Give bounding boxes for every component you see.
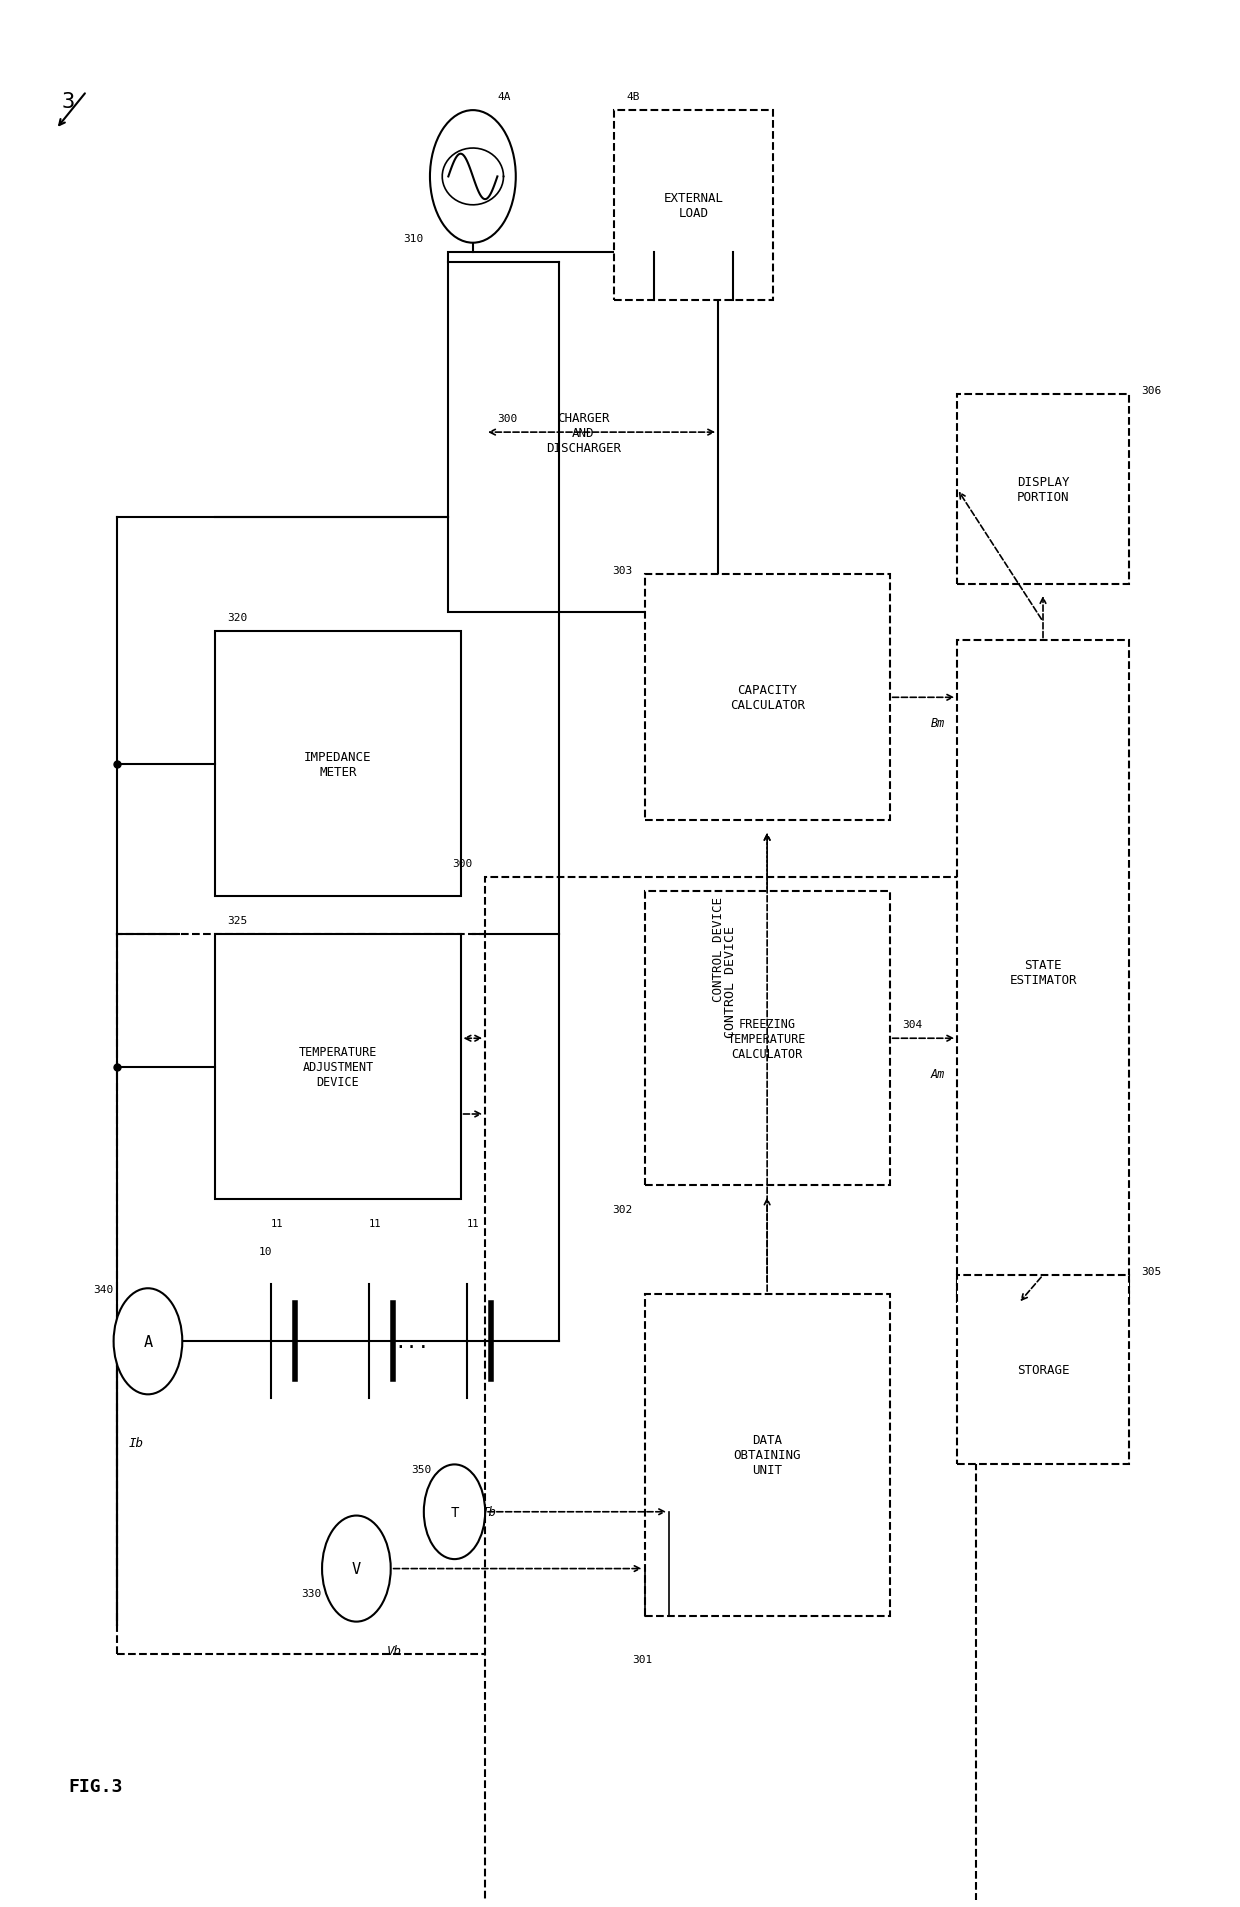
Text: T: T: [450, 1505, 459, 1520]
Text: 10: 10: [258, 1247, 272, 1257]
Circle shape: [430, 111, 516, 244]
FancyBboxPatch shape: [118, 934, 632, 1653]
FancyBboxPatch shape: [645, 574, 890, 822]
Text: Vb: Vb: [387, 1644, 402, 1657]
Text: 306: 306: [1141, 385, 1162, 395]
Text: 330: 330: [301, 1589, 321, 1598]
Text: Am: Am: [931, 1068, 945, 1079]
Text: A: A: [144, 1335, 153, 1348]
FancyBboxPatch shape: [645, 892, 890, 1186]
Circle shape: [114, 1289, 182, 1394]
Text: 3: 3: [62, 92, 74, 113]
Text: 320: 320: [228, 612, 248, 624]
FancyBboxPatch shape: [957, 1276, 1128, 1465]
Text: DATA
OBTAINING
UNIT: DATA OBTAINING UNIT: [733, 1434, 801, 1476]
Text: 4A: 4A: [497, 92, 511, 103]
Text: 303: 303: [613, 564, 632, 576]
FancyBboxPatch shape: [485, 877, 976, 1907]
FancyBboxPatch shape: [216, 631, 460, 896]
Text: CONTROL DEVICE: CONTROL DEVICE: [724, 925, 737, 1037]
Text: 305: 305: [1141, 1266, 1162, 1276]
Text: EXTERNAL
LOAD: EXTERNAL LOAD: [663, 193, 724, 219]
Text: 11: 11: [270, 1219, 283, 1228]
Text: 301: 301: [632, 1653, 652, 1665]
FancyBboxPatch shape: [645, 1295, 890, 1615]
Text: 11: 11: [466, 1219, 479, 1228]
Text: 300: 300: [453, 858, 472, 870]
FancyBboxPatch shape: [216, 934, 460, 1200]
FancyBboxPatch shape: [957, 395, 1128, 584]
Text: CONTROL DEVICE: CONTROL DEVICE: [712, 896, 724, 1001]
Text: CHARGER
AND
DISCHARGER: CHARGER AND DISCHARGER: [546, 412, 621, 454]
Text: DISPLAY
PORTION: DISPLAY PORTION: [1017, 475, 1069, 503]
Text: 4B: 4B: [626, 92, 640, 103]
Text: 302: 302: [613, 1205, 632, 1215]
FancyBboxPatch shape: [957, 641, 1128, 1304]
FancyBboxPatch shape: [614, 111, 774, 301]
Text: 350: 350: [412, 1465, 432, 1474]
Text: V: V: [352, 1562, 361, 1577]
Text: STATE
ESTIMATOR: STATE ESTIMATOR: [1009, 959, 1076, 986]
Text: 340: 340: [93, 1285, 113, 1295]
Text: TEMPERATURE
ADJUSTMENT
DEVICE: TEMPERATURE ADJUSTMENT DEVICE: [299, 1045, 377, 1089]
Text: STORAGE: STORAGE: [1017, 1364, 1069, 1377]
Text: Tb: Tb: [481, 1505, 496, 1518]
Text: 304: 304: [901, 1020, 923, 1030]
Text: ...: ...: [394, 1333, 429, 1350]
Circle shape: [424, 1465, 485, 1560]
Text: Bm: Bm: [931, 717, 945, 730]
Text: 325: 325: [228, 915, 248, 925]
Text: 310: 310: [403, 235, 424, 244]
Text: CAPACITY
CALCULATOR: CAPACITY CALCULATOR: [729, 685, 805, 711]
FancyBboxPatch shape: [449, 254, 718, 612]
Text: Ib: Ib: [128, 1436, 143, 1449]
Text: FIG.3: FIG.3: [68, 1777, 123, 1796]
Text: 11: 11: [368, 1219, 381, 1228]
Circle shape: [322, 1516, 391, 1621]
Text: 300: 300: [497, 414, 517, 423]
Text: FREEZING
TEMPERATURE
CALCULATOR: FREEZING TEMPERATURE CALCULATOR: [728, 1016, 806, 1060]
Text: IMPEDANCE
METER: IMPEDANCE METER: [304, 749, 372, 778]
